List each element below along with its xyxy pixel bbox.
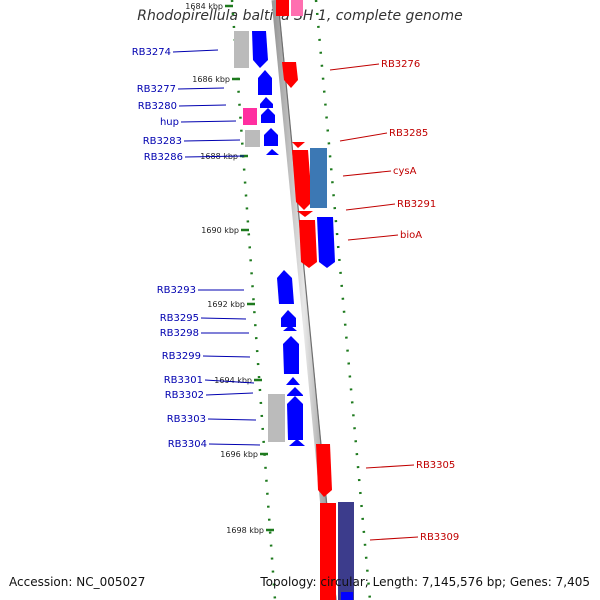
gene-label-leader[interactable] (183, 139, 241, 142)
gene-label-leader[interactable] (207, 418, 257, 421)
gene-block[interactable] (338, 502, 354, 600)
gene-label-right[interactable]: RB3291 (397, 199, 436, 210)
gene-label-left[interactable]: RB3274 (132, 47, 171, 58)
gene-arrow[interactable] (264, 128, 278, 146)
gene-block[interactable] (234, 31, 249, 68)
scale-label: 1696 kbp (220, 450, 258, 459)
gene-arrow[interactable] (258, 70, 272, 95)
gene-label-left[interactable]: RB3286 (144, 152, 183, 163)
gene-label-leader[interactable] (200, 317, 247, 320)
gene-arrow[interactable] (282, 62, 298, 88)
gene-label-leader[interactable] (178, 104, 227, 107)
gene-label-leader[interactable] (202, 355, 251, 358)
topology-label: Topology: circular; Length: 7,145,576 bp… (260, 575, 590, 589)
gene-label-left[interactable]: RB3302 (165, 390, 204, 401)
gene-arrow[interactable] (287, 387, 303, 396)
scale-label: 1692 kbp (207, 300, 245, 309)
scale-label: 1694 kbp (214, 376, 252, 385)
scale-label: 1686 kbp (192, 75, 230, 84)
gene-arrow[interactable] (286, 377, 300, 385)
gene-label-left[interactable]: RB3299 (162, 351, 201, 362)
gene-arrow[interactable] (297, 211, 313, 217)
gene-block[interactable] (320, 503, 336, 600)
gene-label-right[interactable]: cysA (393, 166, 417, 177)
gene-arrow[interactable] (299, 220, 317, 268)
gene-block[interactable] (245, 130, 260, 147)
scale-label: 1698 kbp (226, 526, 264, 535)
gene-label-leader[interactable] (329, 63, 380, 71)
gene-label-right[interactable]: RB3305 (416, 460, 455, 471)
gene-label-left[interactable]: RB3298 (160, 328, 199, 339)
gene-label-left[interactable]: RB3293 (157, 285, 196, 296)
gene-label-right[interactable]: RB3285 (389, 128, 428, 139)
gene-label-leader[interactable] (365, 464, 415, 469)
gene-label-left[interactable]: RB3303 (167, 414, 206, 425)
gene-label-leader[interactable] (342, 170, 392, 177)
gene-label-left[interactable]: RB3304 (168, 439, 207, 450)
gene-arrow[interactable] (316, 444, 332, 497)
gene-block[interactable] (276, 0, 289, 16)
gene-block[interactable] (341, 592, 353, 600)
gene-arrow[interactable] (261, 108, 275, 123)
gene-label-leader[interactable] (345, 203, 396, 211)
gene-label-leader[interactable] (180, 120, 237, 123)
gene-arrow[interactable] (260, 97, 273, 108)
gene-label-leader[interactable] (172, 49, 219, 53)
gene-arrow[interactable] (317, 217, 335, 268)
gene-label-left[interactable]: RB3295 (160, 313, 199, 324)
gene-label-left[interactable]: RB3301 (164, 375, 203, 386)
gene-label-leader[interactable] (184, 155, 245, 158)
gene-block[interactable] (268, 394, 285, 442)
gene-label-leader[interactable] (204, 379, 255, 384)
gene-label-leader[interactable] (369, 536, 419, 541)
gene-block[interactable] (243, 108, 257, 125)
gene-label-leader[interactable] (208, 443, 261, 446)
gene-label-right[interactable]: RB3309 (420, 532, 459, 543)
accession-label: Accession: NC_005027 (9, 575, 146, 589)
gene-label-left[interactable]: RB3283 (143, 136, 182, 147)
scale-label: 1684 kbp (185, 2, 223, 11)
gene-arrow[interactable] (281, 310, 296, 327)
gene-arrow[interactable] (283, 325, 297, 331)
scale-label: 1690 kbp (201, 226, 239, 235)
gene-arrow[interactable] (289, 439, 305, 446)
gene-label-right[interactable]: bioA (400, 230, 422, 241)
gene-arrow[interactable] (292, 142, 305, 148)
gene-arrow[interactable] (292, 150, 312, 210)
gene-arrow[interactable] (266, 149, 279, 155)
track-guide-left (230, 0, 277, 600)
gene-label-left[interactable]: RB3277 (137, 84, 176, 95)
gene-arrow[interactable] (287, 396, 303, 440)
chromosome-backbone-edge (277, 0, 337, 600)
chromosome-backbone (271, 0, 337, 600)
gene-arrow[interactable] (277, 270, 294, 304)
gene-arrow[interactable] (283, 336, 299, 374)
gene-block[interactable] (291, 0, 303, 16)
gene-arrow[interactable] (252, 31, 268, 68)
gene-label-leader[interactable] (205, 392, 254, 396)
gene-label-right[interactable]: RB3276 (381, 59, 420, 70)
gene-label-left[interactable]: hup (160, 117, 179, 128)
gene-label-leader[interactable] (177, 87, 225, 90)
gene-label-leader[interactable] (347, 234, 399, 241)
gene-block[interactable] (310, 148, 327, 208)
gene-label-leader[interactable] (339, 132, 388, 142)
gene-label-left[interactable]: RB3280 (138, 101, 177, 112)
